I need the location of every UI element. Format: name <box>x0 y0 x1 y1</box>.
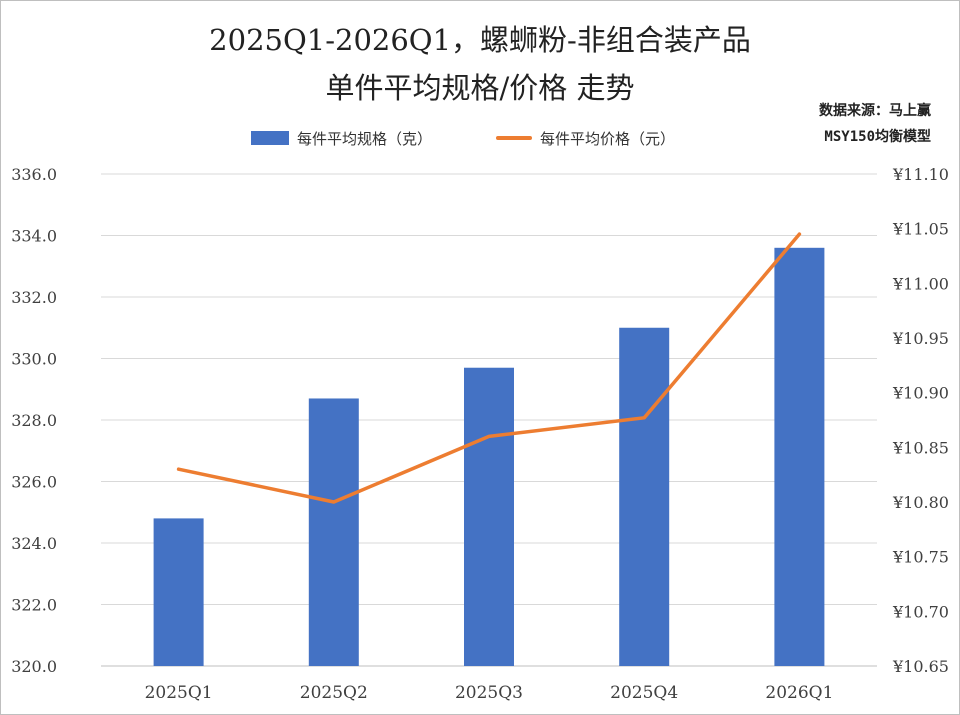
right-axis-tick-label: ¥10.70 <box>892 602 949 621</box>
chart-title-line1: 2025Q1-2026Q1，螺蛳粉-非组合装产品 <box>209 23 751 57</box>
x-axis-tick-label: 2025Q3 <box>455 683 523 703</box>
left-axis-tick-label: 334.0 <box>11 227 57 246</box>
chart-legend: 每件平均规格（克） 每件平均价格（元） <box>1 125 959 151</box>
data-source-note: 数据来源：马上赢 MSY150均衡模型 <box>819 98 931 150</box>
data-source-line1: 数据来源：马上赢 <box>819 103 931 119</box>
right-axis-tick-label: ¥11.10 <box>892 165 949 184</box>
right-axis-tick-label: ¥10.75 <box>892 548 949 567</box>
right-axis-tick-label: ¥11.00 <box>892 274 949 293</box>
right-axis-tick-label: ¥10.65 <box>892 657 949 676</box>
right-axis-tick-label: ¥10.90 <box>892 384 949 403</box>
left-axis-tick-label: 332.0 <box>11 288 57 307</box>
legend-label-line-series: 每件平均价格（元） <box>540 129 676 148</box>
legend-label-bar-series: 每件平均规格（克） <box>297 129 433 148</box>
left-axis-tick-label: 336.0 <box>11 165 57 184</box>
left-axis-tick-label: 330.0 <box>11 350 57 369</box>
x-axis-tick-label: 2025Q1 <box>145 683 213 703</box>
legend-item-bar-series: 每件平均规格（克） <box>251 125 432 151</box>
bar-2025Q2 <box>308 398 359 666</box>
x-axis-tick-label: 2026Q1 <box>765 683 833 703</box>
left-axis-tick-label: 324.0 <box>11 534 57 553</box>
left-axis-tick-label: 320.0 <box>11 657 57 676</box>
bar-2025Q1 <box>153 518 204 666</box>
bar-2026Q1 <box>774 247 825 667</box>
x-axis-tick-label: 2025Q4 <box>610 683 678 703</box>
left-axis-tick-label: 328.0 <box>11 411 57 430</box>
legend-swatch-bar <box>251 131 289 145</box>
right-axis-tick-label: ¥10.80 <box>892 493 949 512</box>
legend-swatch-line <box>496 136 532 140</box>
bar-2025Q3 <box>464 367 514 666</box>
right-axis-tick-label: ¥10.95 <box>892 329 949 348</box>
bar-2025Q4 <box>619 327 670 666</box>
chart-title-line2: 单件平均规格/价格 走势 <box>325 71 635 105</box>
right-axis-tick-label: ¥11.05 <box>892 220 949 239</box>
legend-item-line-series: 每件平均价格（元） <box>496 125 675 151</box>
x-axis-tick-label: 2025Q2 <box>300 683 368 703</box>
data-source-line2: MSY150均衡模型 <box>824 129 931 145</box>
right-axis-tick-label: ¥10.85 <box>892 438 949 457</box>
left-axis-tick-label: 326.0 <box>11 473 57 492</box>
left-axis-tick-label: 322.0 <box>11 596 57 615</box>
